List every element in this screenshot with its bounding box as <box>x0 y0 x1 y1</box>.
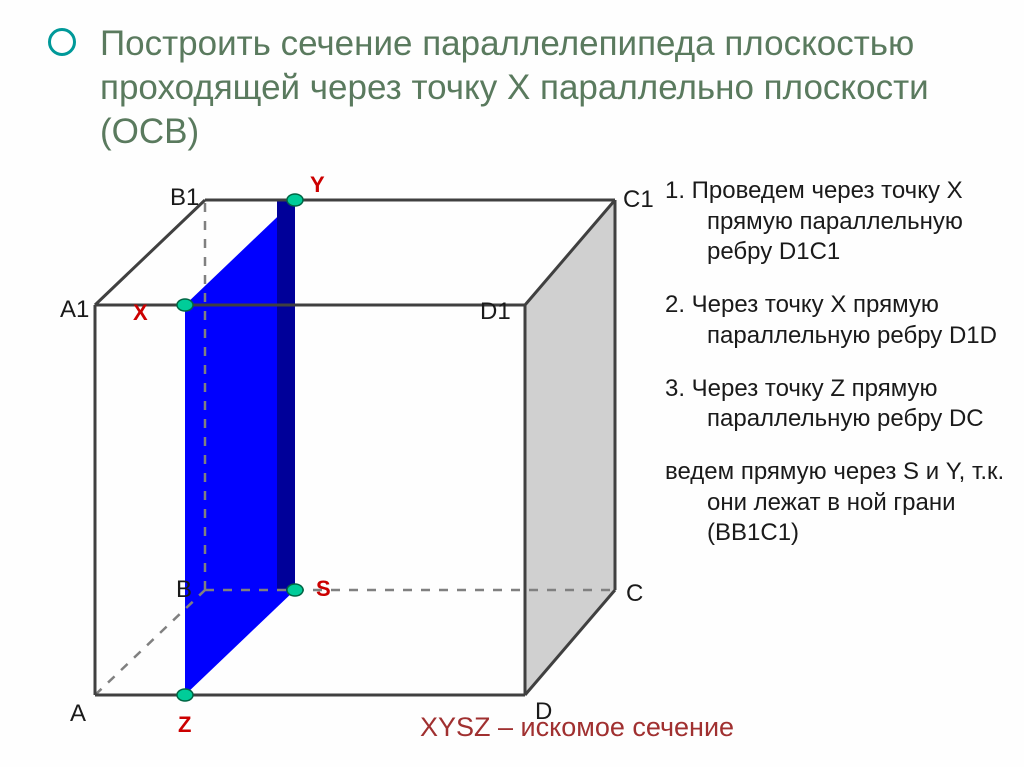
vertex-label-B1: B1 <box>170 184 199 212</box>
page-title: Построить сечение параллелепипеда плоско… <box>100 22 980 153</box>
point-label-S: S <box>316 576 331 602</box>
parallelepiped-diagram <box>30 170 640 730</box>
construction-steps: 1. Проведем через точку Х прямую паралле… <box>665 176 1015 571</box>
step-3: 3. Через точку Z прямую параллельную реб… <box>665 374 1015 435</box>
point-label-Z: Z <box>178 712 191 738</box>
vertex-label-A: A <box>70 700 86 728</box>
vertex-label-D1: D1 <box>480 298 511 326</box>
vertex-label-A1: A1 <box>60 296 89 324</box>
step-2: 2. Через точку Х прямую параллельную реб… <box>665 290 1015 351</box>
conclusion-text: XYSZ – искомое сечение <box>420 712 734 743</box>
vertex-label-B: B <box>176 576 192 604</box>
title-bullet-icon <box>48 28 76 56</box>
step-1: 1. Проведем через точку Х прямую паралле… <box>665 176 1015 268</box>
vertex-label-C1: C1 <box>623 186 654 214</box>
vertex-label-C: C <box>626 580 643 608</box>
step-4: ведем прямую через S и Y, т.к. они лежат… <box>665 457 1015 549</box>
point-label-X: X <box>133 300 148 326</box>
point-label-Y: Y <box>310 172 325 198</box>
